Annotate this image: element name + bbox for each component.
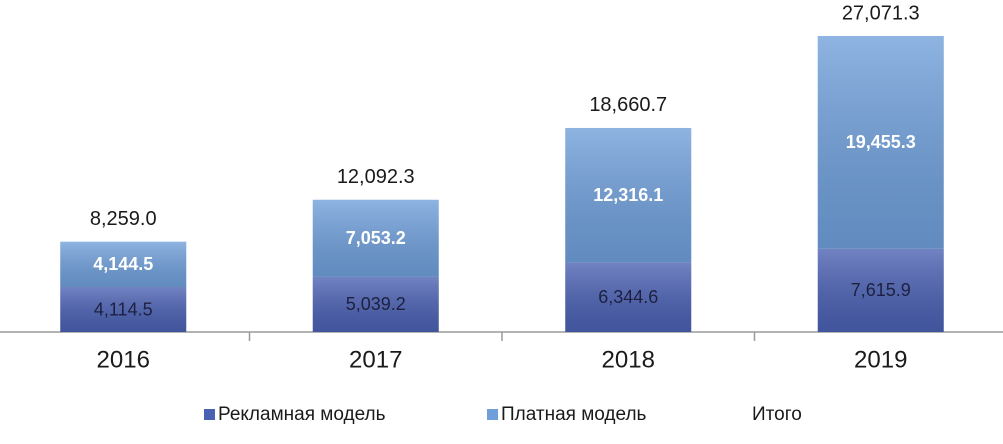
total-label: 18,660.7 <box>589 94 667 116</box>
bar-shade <box>312 199 439 277</box>
data-label: 5,039.2 <box>346 294 406 314</box>
legend-marker <box>487 409 498 420</box>
bar-shade <box>565 127 692 263</box>
data-label: 6,344.6 <box>598 287 658 307</box>
legend-marker <box>204 409 215 420</box>
total-label: 8,259.0 <box>90 208 157 230</box>
x-tick-label: 2018 <box>602 346 655 373</box>
legend-label: Рекламная модель <box>218 404 386 425</box>
data-label: 4,144.5 <box>93 254 153 274</box>
total-label: 27,071.3 <box>842 2 920 24</box>
bar-shade <box>60 241 187 288</box>
bar-shade <box>312 276 439 332</box>
legend-label: Итого <box>752 404 802 425</box>
data-label: 7,053.2 <box>346 228 406 248</box>
bar-shade <box>565 262 692 332</box>
bar-shade <box>60 287 187 332</box>
data-label: 12,316.1 <box>593 185 663 205</box>
x-tick-label: 2016 <box>97 346 150 373</box>
legend-label: Платная модель <box>501 404 647 425</box>
x-tick-label: 2019 <box>854 346 907 373</box>
data-label: 7,615.9 <box>851 280 911 300</box>
data-label: 4,114.5 <box>94 299 153 319</box>
bar-shade <box>817 248 944 332</box>
total-label: 12,092.3 <box>337 166 415 188</box>
data-label: 19,455.3 <box>846 132 916 152</box>
x-tick-label: 2017 <box>349 346 402 373</box>
bar-shade <box>817 36 944 249</box>
